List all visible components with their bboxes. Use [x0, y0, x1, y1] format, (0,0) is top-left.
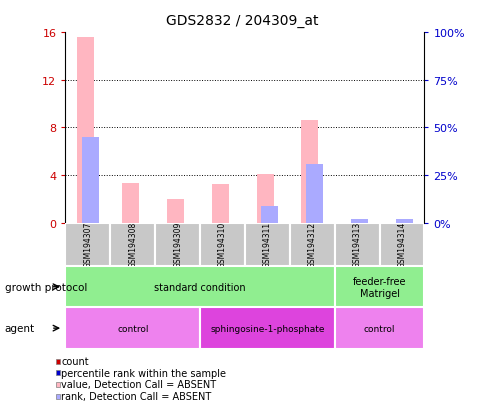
Text: GSM194314: GSM194314 [396, 222, 406, 268]
Bar [65, 266, 334, 308]
Text: standard condition: standard condition [154, 282, 245, 292]
Text: feeder-free
Matrigel: feeder-free Matrigel [352, 276, 406, 298]
Text: GSM194307: GSM194307 [83, 221, 92, 268]
Bar [395, 219, 412, 223]
Text: GSM194310: GSM194310 [217, 222, 227, 268]
Bar [334, 223, 378, 266]
Bar [110, 223, 155, 266]
Bar [256, 174, 273, 223]
Text: GSM194312: GSM194312 [307, 222, 316, 268]
Text: sphingosine-1-phosphate: sphingosine-1-phosphate [210, 324, 324, 333]
Bar [77, 38, 94, 223]
Text: GSM194309: GSM194309 [173, 221, 182, 268]
Bar [350, 219, 367, 223]
Bar [65, 308, 199, 349]
Bar [200, 223, 244, 266]
Bar [334, 308, 424, 349]
Text: control: control [117, 324, 148, 333]
Bar [200, 308, 334, 349]
Text: GSM194313: GSM194313 [352, 222, 361, 268]
Bar [289, 223, 334, 266]
Bar [334, 266, 424, 308]
Bar [166, 199, 183, 223]
Text: GDS2832 / 204309_at: GDS2832 / 204309_at [166, 14, 318, 28]
Bar [378, 223, 424, 266]
Text: GSM194308: GSM194308 [128, 222, 137, 268]
Text: value, Detection Call = ABSENT: value, Detection Call = ABSENT [61, 380, 216, 389]
Bar [122, 184, 139, 223]
Text: GSM194311: GSM194311 [262, 222, 272, 268]
Text: rank, Detection Call = ABSENT: rank, Detection Call = ABSENT [61, 391, 211, 401]
Text: agent: agent [5, 323, 35, 333]
Bar [212, 185, 228, 223]
Bar [65, 223, 110, 266]
Bar [244, 223, 289, 266]
Text: control: control [363, 324, 394, 333]
Text: percentile rank within the sample: percentile rank within the sample [61, 368, 226, 378]
Bar [260, 206, 277, 223]
Bar [155, 223, 200, 266]
Text: count: count [61, 356, 89, 366]
Bar [301, 121, 318, 223]
Text: growth protocol: growth protocol [5, 282, 87, 292]
Bar [305, 165, 322, 223]
Bar [81, 138, 98, 223]
